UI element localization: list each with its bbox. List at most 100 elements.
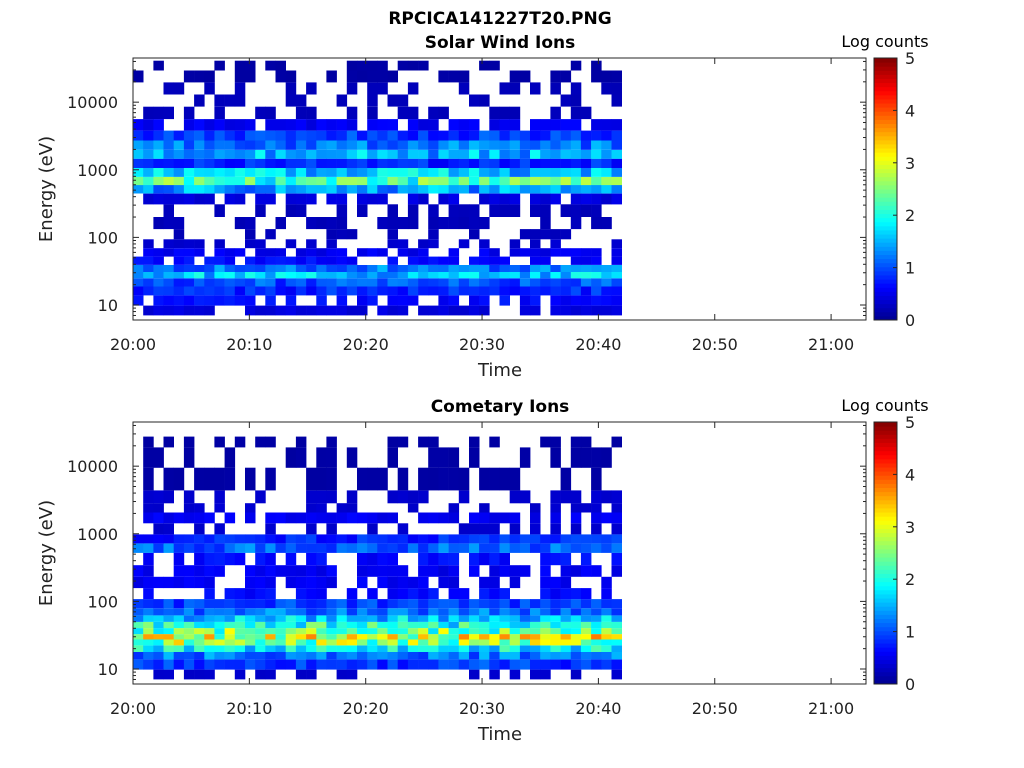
heatmap-cell	[326, 639, 337, 646]
heatmap-cell	[469, 608, 480, 616]
heatmap-cell	[601, 286, 612, 296]
heatmap-cell	[224, 639, 236, 646]
heatmap-cell	[448, 295, 460, 306]
heatmap-cell	[479, 286, 490, 296]
heatmap-cell	[183, 651, 195, 660]
heatmap-cell	[428, 565, 439, 577]
heatmap-cell	[234, 659, 246, 670]
heatmap-cell	[234, 248, 246, 257]
heatmap-cell	[234, 615, 246, 622]
heatmap-cell	[428, 628, 439, 635]
heatmap-cell	[357, 651, 368, 660]
heatmap-cell	[183, 645, 195, 652]
heatmap-cell	[418, 651, 429, 660]
heatmap-cell	[357, 70, 368, 83]
heatmap-cell	[550, 447, 561, 468]
heatmap-cell	[458, 70, 470, 83]
heatmap-cell	[275, 256, 286, 265]
heatmap-cell	[173, 543, 185, 553]
heatmap-cell	[234, 651, 246, 660]
heatmap-cell	[265, 621, 276, 629]
heatmap-cell	[367, 659, 378, 670]
heatmap-cell	[143, 140, 154, 150]
heatmap-cell	[295, 588, 307, 600]
heatmap-cell	[306, 177, 317, 186]
heatmap-cell	[367, 168, 378, 177]
heatmap-cell	[346, 447, 358, 468]
heatmap-cell	[285, 119, 297, 131]
heatmap-cell	[367, 265, 378, 272]
heatmap-cell	[458, 271, 470, 279]
heatmap-cell	[509, 608, 521, 616]
heatmap-cell	[346, 305, 358, 316]
heatmap-cell	[601, 295, 612, 306]
heatmap-cell	[591, 168, 602, 177]
heatmap-cell	[316, 305, 327, 316]
heatmap-cell	[367, 599, 378, 609]
heatmap-cell	[428, 239, 439, 249]
heatmap-cell	[326, 119, 337, 131]
heatmap-cell	[580, 447, 592, 468]
heatmap-cell	[183, 447, 195, 468]
heatmap-cell	[336, 271, 348, 279]
heatmap-cell	[275, 599, 286, 609]
heatmap-cell	[346, 659, 358, 670]
heatmap-cell	[438, 265, 449, 272]
heatmap-cell	[601, 651, 612, 660]
heatmap-cell	[173, 512, 185, 524]
colorbar-segment	[874, 540, 897, 546]
heatmap-cell	[163, 168, 174, 177]
heatmap-cell	[326, 185, 337, 194]
heatmap-cell	[306, 659, 317, 670]
heatmap-cell	[479, 534, 490, 544]
heatmap-cell	[214, 239, 225, 249]
heatmap-cell	[295, 305, 307, 316]
heatmap-cell	[367, 621, 378, 629]
heatmap-cell	[173, 621, 185, 629]
heatmap-cell	[580, 565, 592, 577]
heatmap-cell	[387, 140, 398, 150]
heatmap-cell	[163, 599, 174, 609]
heatmap-cell	[428, 651, 439, 660]
heatmap-cell	[448, 265, 460, 272]
heatmap-cell	[377, 467, 388, 491]
heatmap-cell	[479, 193, 490, 205]
heatmap-cell	[499, 149, 510, 159]
heatmap-cell	[387, 490, 398, 504]
colorbar-segment	[874, 675, 897, 681]
heatmap-cell	[499, 565, 510, 577]
heatmap-cell	[540, 271, 551, 279]
heatmap-cell	[428, 140, 439, 150]
heatmap-cell	[469, 599, 480, 609]
heatmap-cell	[530, 278, 541, 287]
heatmap-cell	[438, 447, 449, 468]
heatmap-cell	[316, 490, 327, 504]
colorbar-segment	[874, 618, 897, 624]
heatmap-cell	[448, 628, 460, 635]
heatmap-cell	[489, 204, 500, 217]
heatmap-cell	[326, 467, 337, 491]
heatmap-cell	[550, 490, 561, 504]
heatmap-cell	[336, 185, 348, 194]
heatmap-cell	[255, 645, 266, 652]
heatmap-cell	[479, 248, 490, 257]
heatmap-cell	[194, 271, 205, 279]
heatmap-cell	[570, 106, 582, 120]
heatmap-cell	[245, 576, 256, 589]
heatmap-cell	[540, 158, 551, 168]
heatmap-cell	[570, 140, 582, 150]
heatmap-cell	[183, 621, 195, 629]
heatmap-cell	[357, 615, 368, 622]
heatmap-cell	[591, 278, 602, 287]
heatmap-cell	[306, 82, 317, 95]
heatmap-cell	[509, 467, 521, 491]
colorbar-segment	[874, 589, 897, 595]
heatmap-cell	[275, 265, 286, 272]
heatmap-cell	[214, 168, 225, 177]
heatmap-cell	[458, 588, 470, 600]
heatmap-cell	[183, 140, 195, 150]
heatmap-cell	[570, 130, 582, 141]
heatmap-cell	[530, 185, 541, 194]
heatmap-cell	[550, 140, 561, 150]
heatmap-cell	[509, 177, 521, 186]
